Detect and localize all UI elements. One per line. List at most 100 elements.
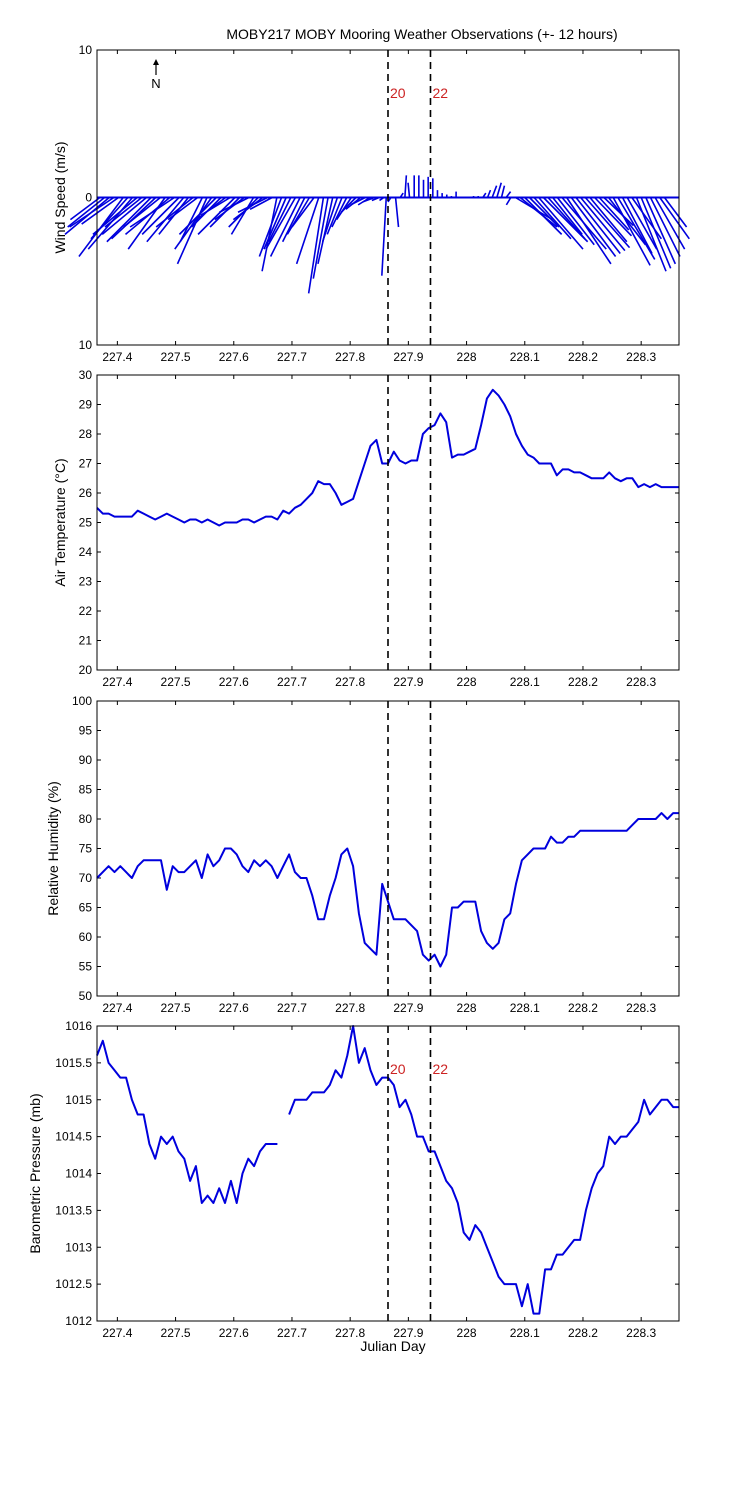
wind-vector (631, 197, 663, 240)
y-tick-label: 27 (79, 457, 93, 471)
wind-vector (663, 197, 688, 228)
y-axis-label: Wind Speed (m/s) (52, 141, 68, 253)
x-tick-label: 227.4 (102, 1326, 132, 1340)
plot-frame (96, 374, 680, 671)
wind-vector (533, 196, 572, 240)
y-tick-label: 1012 (65, 1314, 92, 1328)
y-tick-label: 28 (79, 427, 93, 441)
series-line-barometric_pressure-1 (288, 1025, 679, 1315)
x-tick-label: 227.9 (393, 1001, 423, 1015)
wind-vector (552, 197, 583, 235)
north-label: N (151, 76, 160, 91)
y-tick-label: 90 (79, 753, 93, 767)
x-tick-label: 227.8 (335, 350, 365, 364)
y-tick-label: 22 (79, 604, 93, 618)
y-tick-label: 1014.5 (55, 1130, 92, 1144)
wind-vector (500, 185, 506, 198)
wind-vector (340, 196, 357, 213)
y-tick-label: 100 (72, 694, 92, 708)
x-tick-label: 228.1 (510, 350, 540, 364)
wind-vector (286, 197, 311, 235)
wind-vector (607, 197, 647, 246)
x-tick-label: 227.6 (219, 675, 249, 689)
x-tick-label: 227.9 (393, 1326, 423, 1340)
wind-vector (326, 197, 343, 235)
wind-vector (635, 197, 667, 272)
y-tick-label: 1014 (65, 1167, 92, 1181)
wind-vector (178, 196, 217, 235)
y-tick-label: 29 (79, 398, 93, 412)
x-tick-label: 228.3 (626, 1001, 656, 1015)
event-marker-label: 20 (390, 1061, 406, 1077)
x-tick-label: 228.2 (568, 1326, 598, 1340)
x-tick-label: 227.4 (102, 675, 132, 689)
x-tick-label: 228 (457, 1001, 477, 1015)
series-line-air_temperature (96, 388, 679, 527)
wind-vector (269, 197, 301, 257)
wind-vector (486, 189, 492, 198)
wind-vector (659, 197, 690, 240)
wind-vector (575, 197, 621, 255)
wind-vector (524, 196, 563, 235)
wind-vector (265, 197, 297, 250)
wind-vector (267, 197, 292, 243)
wind-vector (612, 197, 651, 266)
x-tick-label: 228.2 (568, 1001, 598, 1015)
event-marker-label: 22 (432, 85, 448, 101)
wind-vector (214, 196, 245, 221)
x-tick-label: 227.7 (277, 1001, 307, 1015)
panel-relative_humidity: 227.4 227.5 227.6 227.7 227.8 227.9 228 228.1 22… (45, 694, 680, 1015)
y-tick-label: 23 (79, 575, 93, 589)
y-tick-label: 0 (85, 191, 92, 205)
wind-vector (155, 196, 194, 228)
x-tick-label: 228.2 (568, 675, 598, 689)
y-tick-label: 65 (79, 901, 93, 915)
wind-vector (197, 196, 236, 235)
wind-vector (538, 196, 584, 250)
wind-vector (362, 196, 375, 203)
wind-vector (654, 197, 686, 250)
x-tick-label: 228 (457, 1326, 477, 1340)
x-tick-label: 228.2 (568, 350, 598, 364)
x-axis-label: Julian Day (360, 1338, 425, 1354)
x-tick-label: 227.8 (335, 675, 365, 689)
wind-vector (230, 197, 255, 235)
y-tick-label: 10 (79, 338, 93, 352)
wind-vector (69, 196, 101, 221)
wind-vector (584, 196, 631, 249)
event-marker-label: 20 (390, 85, 406, 101)
wind-vector (331, 197, 348, 228)
wind-vector (312, 197, 329, 279)
x-tick-label: 227.4 (102, 350, 132, 364)
wind-vector (505, 191, 512, 198)
y-tick-label: 25 (79, 516, 93, 530)
plot-frame (96, 1025, 680, 1322)
y-tick-label: 60 (79, 930, 93, 944)
event-marker-label: 22 (432, 1061, 448, 1077)
wind-vector (106, 196, 152, 243)
wind-vector (589, 196, 628, 243)
wind-vector (528, 196, 560, 228)
x-tick-label: 228.3 (626, 350, 656, 364)
figure-title: MOBY217 MOBY Mooring Weather Observation… (226, 26, 617, 42)
wind-vector (129, 196, 175, 228)
wind-vector (556, 197, 595, 246)
wind-vector (580, 196, 626, 252)
y-tick-label: 55 (79, 960, 93, 974)
y-tick-label: 50 (79, 989, 93, 1003)
series-line-barometric_pressure-0 (96, 1039, 278, 1204)
y-axis-label: Barometric Pressure (mb) (27, 1093, 43, 1253)
wind-vector (281, 197, 306, 243)
x-tick-label: 227.7 (277, 1326, 307, 1340)
y-tick-label: 30 (79, 368, 93, 382)
wind-vector (626, 197, 658, 250)
wind-vector (258, 197, 283, 257)
wind-vector (232, 196, 264, 221)
x-tick-label: 228 (457, 350, 477, 364)
panel-wind: 227.4 227.5 227.6 227.7 227.8 227.9 228 228.1 22… (52, 43, 690, 364)
wind-vector (81, 196, 120, 225)
wind-vector (69, 196, 115, 228)
x-tick-label: 227.9 (393, 350, 423, 364)
wind-vector (101, 196, 147, 235)
